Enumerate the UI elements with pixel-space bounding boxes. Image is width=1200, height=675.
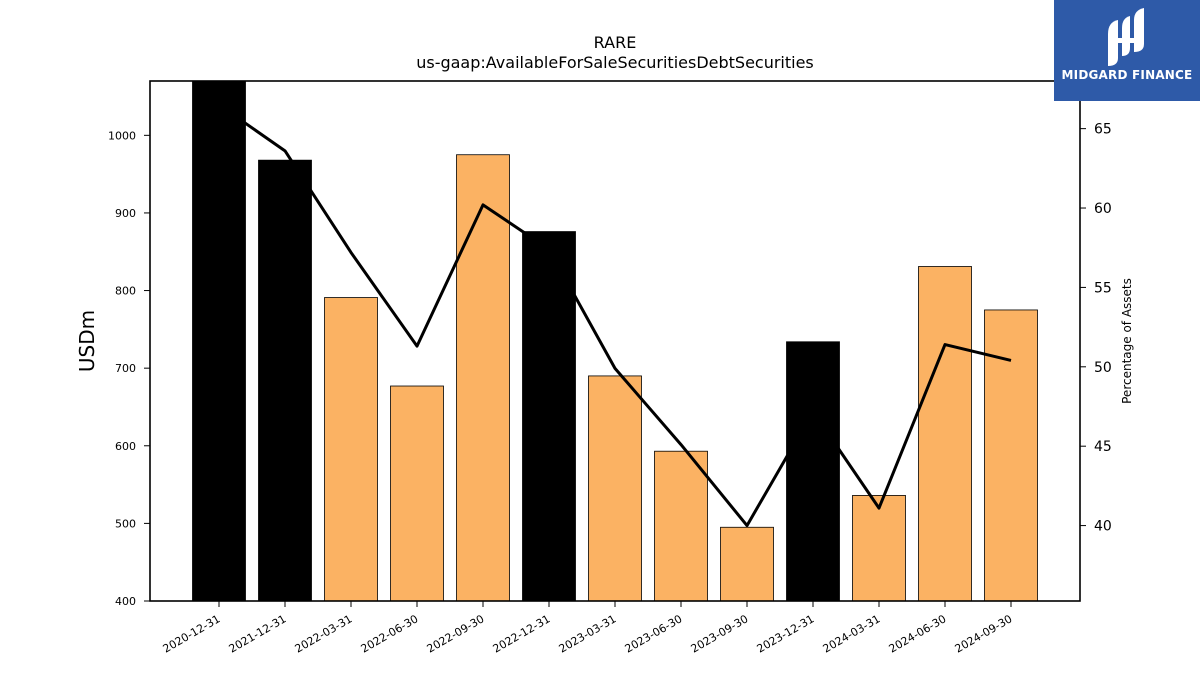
y-tick-label-left: 500 (115, 517, 136, 530)
bar-2022-03-31 (324, 297, 378, 602)
x-tick-label: 2024-03-31 (821, 612, 883, 655)
x-tick-label: 2023-09-30 (689, 612, 751, 655)
y-tick-label-right: 60 (1094, 201, 1112, 217)
bar-series (192, 80, 1038, 602)
brand-name: MIDGARD FINANCE (1061, 68, 1193, 82)
bar-2023-12-31 (786, 341, 840, 602)
x-tick-label: 2024-09-30 (953, 612, 1015, 655)
percentage-line (218, 103, 1012, 528)
y-tick-label-left: 700 (115, 362, 136, 375)
y-tick-label-right: 65 (1094, 122, 1112, 138)
bar-2021-12-31 (258, 159, 312, 602)
bar-2024-03-31 (852, 495, 906, 602)
y-tick-label-right: 50 (1094, 360, 1112, 376)
bar-2022-12-31 (522, 231, 576, 602)
y-tick-label-left: 600 (115, 440, 136, 453)
bar-2022-09-30 (456, 154, 510, 602)
x-tick-label: 2021-12-31 (227, 612, 289, 655)
y-tick-label-left: 1000 (108, 129, 136, 142)
x-tick-label: 2023-06-30 (623, 612, 685, 655)
chart-subtitle: us-gaap:AvailableForSaleSecuritiesDebtSe… (416, 53, 814, 72)
x-tick-label: 2022-06-30 (359, 612, 421, 655)
bar-2022-06-30 (390, 385, 444, 602)
bar-2024-09-30 (984, 309, 1038, 602)
bar-2020-12-31 (192, 80, 246, 602)
y-tick-label-right: 40 (1094, 519, 1112, 535)
line-series (218, 103, 1012, 528)
y-tick-label-left: 900 (115, 207, 136, 220)
y-axis-label-left: USDm (75, 310, 99, 372)
y-tick-label-right: 55 (1094, 280, 1112, 296)
x-tick-label: 2023-03-31 (557, 612, 619, 655)
x-tick-label: 2023-12-31 (755, 612, 817, 655)
y-axis-label-right: Percentage of Assets (1120, 278, 1134, 404)
chart-title: RARE (594, 33, 637, 52)
brand-logo: MIDGARD FINANCE (1054, 0, 1200, 101)
y-tick-label-left: 800 (115, 285, 136, 298)
bar-2023-09-30 (720, 526, 774, 602)
x-tick-label: 2022-03-31 (293, 612, 355, 655)
y-tick-label-left: 400 (115, 595, 136, 608)
bar-2023-06-30 (654, 450, 708, 602)
x-tick-label: 2020-12-31 (161, 612, 223, 655)
logo-mark-icon (1108, 8, 1144, 66)
x-tick-label: 2022-12-31 (491, 612, 553, 655)
y-tick-label-right: 45 (1094, 439, 1112, 455)
bar-2023-03-31 (588, 375, 642, 602)
x-tick-label: 2024-06-30 (887, 612, 949, 655)
bar-2024-06-30 (918, 266, 972, 602)
x-tick-label: 2022-09-30 (425, 612, 487, 655)
